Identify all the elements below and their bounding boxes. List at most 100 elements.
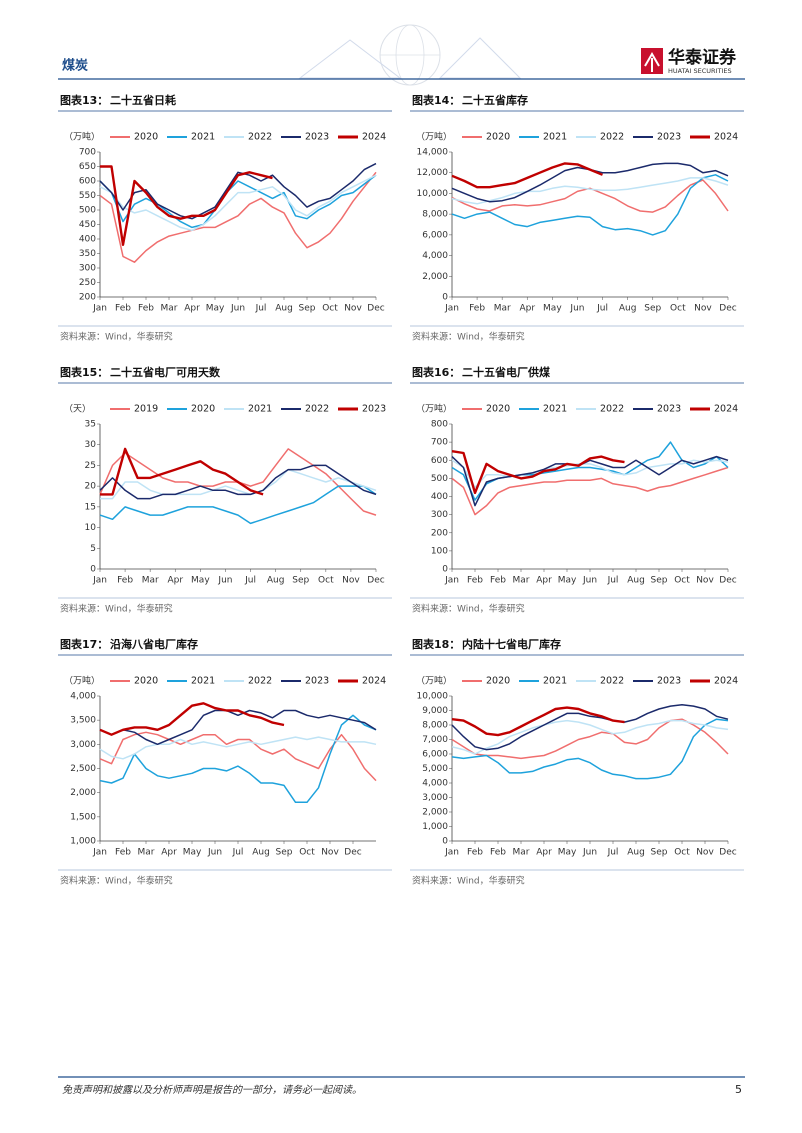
unit-label: （天） [64, 404, 91, 415]
source: 资料来源：Wind，华泰研究 [60, 331, 173, 343]
x-tick-label: Dec [344, 848, 361, 858]
figure-title: 内陆十七省电厂库存 [462, 637, 561, 651]
series-line [451, 177, 729, 205]
series-line [451, 719, 729, 755]
legend-label: 2020 [486, 676, 510, 687]
legend-label: 2022 [248, 132, 272, 143]
legend-label: 2024 [714, 404, 738, 415]
y-tick-label: 3,000 [70, 740, 96, 750]
y-tick-label: 5,000 [422, 764, 448, 774]
y-tick-label: 12,000 [417, 168, 449, 178]
series-line [451, 703, 729, 751]
x-tick-label: Dec [367, 576, 384, 586]
series-line [99, 171, 377, 263]
legend-label: 2024 [362, 132, 386, 143]
x-tick-label: Jan [92, 304, 107, 314]
legend-label: 2023 [657, 676, 681, 687]
figure-title: 沿海八省电厂库存 [110, 637, 198, 651]
x-tick-label: Mar [138, 848, 155, 858]
y-tick-label: 0 [90, 565, 96, 575]
y-tick-label: 4,000 [70, 692, 96, 702]
y-tick-label: 300 [79, 264, 96, 274]
source: 资料来源：Wind，华泰研究 [412, 875, 525, 887]
figure-label: 图表15： [60, 365, 108, 379]
x-tick-label: Nov [696, 848, 714, 858]
x-tick-label: May [191, 576, 210, 586]
x-tick-label: May [558, 848, 577, 858]
legend-label: 2023 [362, 404, 386, 415]
source: 资料来源：Wind，华泰研究 [412, 603, 525, 615]
x-tick-label: Oct [674, 848, 690, 858]
y-tick-label: 800 [431, 420, 448, 430]
series-line [99, 174, 377, 232]
y-tick-label: 4,000 [422, 251, 448, 261]
x-tick-label: Sep [651, 576, 668, 586]
y-tick-label: 2,000 [422, 808, 448, 818]
y-tick-label: 1,500 [70, 812, 96, 822]
y-tick-label: 200 [431, 528, 448, 538]
y-tick-label: 0 [442, 293, 448, 303]
legend-label: 2023 [305, 676, 329, 687]
y-tick-label: 8,000 [422, 210, 448, 220]
x-tick-label: Feb [117, 576, 133, 586]
legend-label: 2021 [543, 132, 567, 143]
x-tick-label: Dec [367, 304, 384, 314]
series-line [99, 709, 377, 746]
x-tick-label: Dec [719, 576, 736, 586]
y-tick-label: 2,500 [70, 764, 96, 774]
x-tick-label: Feb [467, 848, 483, 858]
x-tick-label: Apr [184, 304, 200, 314]
figure-label: 图表17： [60, 637, 108, 651]
legend-label: 2020 [134, 676, 158, 687]
y-tick-label: 2,000 [70, 788, 96, 798]
x-tick-label: Aug [619, 304, 637, 314]
legend-label: 2021 [543, 676, 567, 687]
x-tick-label: Jan [444, 848, 459, 858]
figure-label: 图表14： [412, 93, 460, 107]
y-tick-label: 4,000 [422, 779, 448, 789]
x-tick-label: Jul [607, 576, 619, 586]
series-line [451, 718, 729, 780]
y-tick-label: 3,500 [70, 716, 96, 726]
y-tick-label: 200 [79, 293, 96, 303]
x-tick-label: Nov [321, 848, 339, 858]
x-tick-label: Jun [230, 304, 245, 314]
series-line [99, 174, 377, 229]
x-tick-label: Jun [569, 304, 584, 314]
y-tick-label: 450 [79, 220, 96, 230]
legend-label: 2023 [657, 132, 681, 143]
x-tick-label: Sep [644, 304, 661, 314]
legend-label: 2019 [134, 404, 158, 415]
series-line [99, 736, 377, 760]
x-tick-label: Oct [318, 576, 334, 586]
legend-label: 2024 [362, 676, 386, 687]
legend-label: 2021 [543, 404, 567, 415]
y-tick-label: 650 [79, 162, 96, 172]
y-tick-label: 0 [442, 565, 448, 575]
series-line [451, 162, 603, 189]
y-tick-label: 5 [90, 544, 96, 554]
x-tick-label: Aug [627, 848, 645, 858]
x-tick-label: Dec [719, 304, 736, 314]
x-tick-label: Jul [607, 848, 619, 858]
figure-label: 图表16： [412, 365, 460, 379]
series-line [99, 485, 377, 525]
y-tick-label: 2,000 [422, 272, 448, 282]
y-tick-label: 500 [79, 206, 96, 216]
series-line [99, 162, 377, 220]
x-tick-label: Sep [651, 848, 668, 858]
figure-title: 二十五省日耗 [110, 93, 176, 107]
x-tick-label: Oct [670, 304, 686, 314]
x-tick-label: Oct [299, 848, 315, 858]
series-line [451, 706, 625, 737]
y-tick-label: 350 [79, 249, 96, 259]
y-tick-label: 6,000 [422, 750, 448, 760]
legend-label: 2021 [191, 132, 215, 143]
x-tick-label: Sep [299, 304, 316, 314]
y-tick-label: 14,000 [417, 148, 449, 158]
unit-label: （万吨） [416, 403, 452, 415]
x-tick-label: Oct [322, 304, 338, 314]
y-tick-label: 8,000 [422, 721, 448, 731]
